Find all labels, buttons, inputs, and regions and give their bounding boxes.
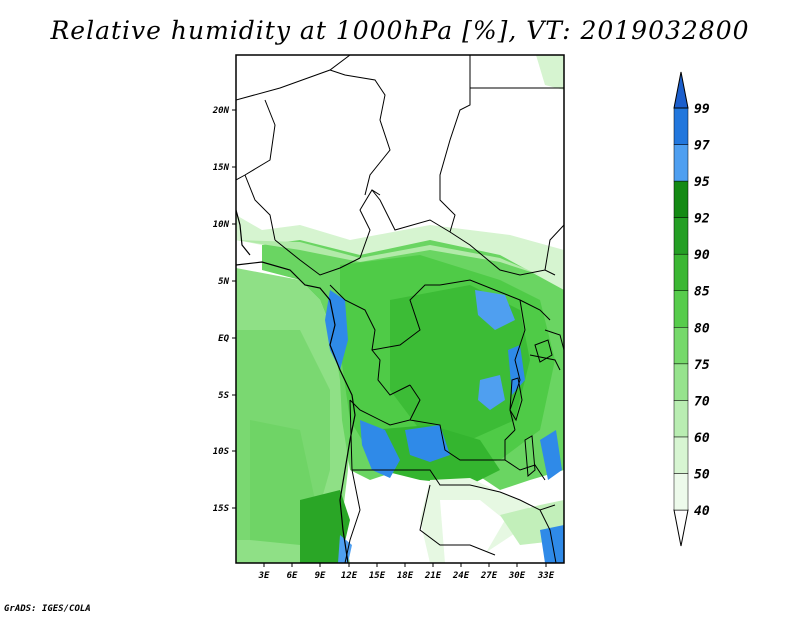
map-plot-area xyxy=(236,55,564,563)
lon-tick-label: 18E xyxy=(397,571,414,581)
lon-tick-label: 6E xyxy=(287,571,298,581)
lon-tick-label: 3E xyxy=(258,571,270,581)
latitude-axis: 20N 15N 10N 5N EQ 5S 10S 15S xyxy=(212,106,236,514)
colorbar-label: 50 xyxy=(694,467,710,482)
lon-tick-label: 21E xyxy=(424,571,442,581)
colorbar-bin xyxy=(673,436,689,474)
lat-tick-label: 15S xyxy=(213,504,230,514)
humidity-field xyxy=(236,55,564,563)
lat-tick-label: 15N xyxy=(213,163,230,173)
colorbar-bin xyxy=(673,290,689,328)
colorbar-label: 99 xyxy=(694,102,710,117)
lon-tick-label: 24E xyxy=(452,571,470,581)
lakes xyxy=(509,339,553,478)
colorbar-bin xyxy=(673,107,689,145)
colorbar-bin xyxy=(673,144,689,182)
colorbar-bin xyxy=(673,363,689,401)
colorbar-label: 97 xyxy=(694,139,710,154)
lon-tick-label: 33E xyxy=(537,571,555,581)
colorbar-label: 85 xyxy=(694,285,710,300)
map-frame xyxy=(235,54,565,564)
colorbar-label: 75 xyxy=(694,358,710,373)
colorbar-label: 92 xyxy=(694,212,710,227)
colorbar-bin xyxy=(673,509,689,547)
lon-tick-label: 27E xyxy=(480,571,498,581)
colorbar-label: 90 xyxy=(694,248,710,263)
colorbar-bin xyxy=(673,473,689,511)
lat-tick-label: 20N xyxy=(212,106,230,116)
grads-credit: GrADS: IGES/COLA xyxy=(4,604,91,614)
colorbar-bin xyxy=(673,400,689,438)
colorbar-bin xyxy=(673,327,689,365)
lon-tick-label: 30E xyxy=(508,571,526,581)
colorbar-bin xyxy=(673,217,689,255)
lat-tick-label: 5S xyxy=(218,391,229,401)
colorbar-label: 70 xyxy=(694,394,710,409)
colorbar-bin xyxy=(673,71,689,109)
colorbar-bin xyxy=(673,180,689,218)
longitude-axis: 3E 6E 9E 12E 15E 18E 21E 24E 27E 30E 33E xyxy=(258,563,555,581)
colorbar-label: 60 xyxy=(694,431,710,446)
map-title: Relative humidity at 1000hPa [%], VT: 20… xyxy=(50,16,750,45)
coastline xyxy=(236,209,356,563)
country-boundaries xyxy=(236,55,564,563)
colorbar-label: 80 xyxy=(694,321,710,336)
lat-tick-label: 5N xyxy=(218,277,229,287)
colorbar-label: 95 xyxy=(694,175,710,190)
lon-tick-label: 12E xyxy=(341,571,358,581)
lat-tick-label: 10S xyxy=(213,447,230,457)
lon-tick-label: 9E xyxy=(315,571,326,581)
lon-tick-label: 15E xyxy=(369,571,386,581)
colorbar: 40 50 60 70 75 80 85 90 92 95 97 99 xyxy=(673,71,710,547)
colorbar-bin xyxy=(673,253,689,291)
lat-tick-label: EQ xyxy=(218,334,229,344)
colorbar-label: 40 xyxy=(694,504,710,519)
lat-tick-label: 10N xyxy=(213,220,230,230)
